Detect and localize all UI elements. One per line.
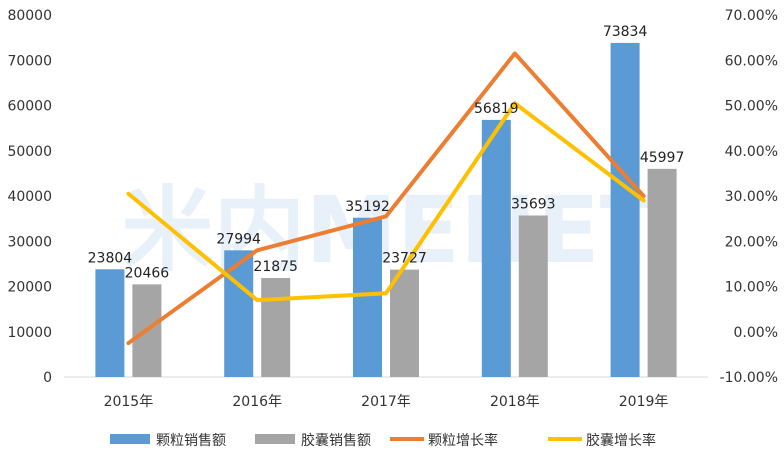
bar (610, 42, 640, 377)
bar-data-label: 23804 (88, 250, 133, 266)
x-tick-label: 2015年 (104, 394, 154, 410)
watermark: 米内MENET (122, 177, 663, 284)
y-right-tick-label: 70.00% (725, 8, 778, 24)
legend-swatch (255, 434, 295, 444)
x-tick-label: 2019年 (619, 394, 669, 410)
bar (481, 119, 511, 377)
watermark-text: 米内MENET (122, 177, 663, 284)
axes: 0 10000 20000 30000 40000 50000 60000 70000 8000… (7, 8, 778, 410)
legend-label: 颗粒增长率 (428, 432, 498, 449)
bar-data-label: 21875 (253, 259, 298, 275)
bar-data-label: 35192 (345, 199, 390, 215)
y-right-tick-label: 0.00% (734, 325, 778, 341)
y-left-tick-label: 80000 (7, 8, 52, 24)
y-right-tick-label: 10.00% (725, 280, 778, 296)
series-line (126, 51, 646, 346)
legend-label: 胶囊增长率 (586, 432, 656, 449)
y-right-tick-label: 50.00% (725, 99, 778, 115)
legend: 颗粒销售额 胶囊销售额 颗粒增长率 胶囊增长率 (110, 432, 656, 449)
x-tick-label: 2018年 (490, 394, 540, 410)
legend-label: 胶囊销售额 (301, 432, 371, 449)
y-right-tick-label: -10.00% (720, 370, 778, 386)
bar (390, 269, 419, 377)
y-left-tick-label: 50000 (7, 144, 52, 160)
bar-data-label: 27994 (216, 231, 261, 247)
x-tick-label: 2017年 (361, 394, 411, 410)
y-left-tick-label: 70000 (7, 53, 52, 69)
bars (95, 42, 677, 377)
bar (261, 278, 291, 377)
bar-data-label: 45997 (640, 150, 685, 166)
legend-label: 颗粒销售额 (156, 433, 226, 449)
lines (126, 51, 646, 346)
y-right-tick-label: 30.00% (725, 189, 778, 205)
y-left-tick-label: 20000 (7, 280, 52, 296)
bar-data-label: 73834 (603, 24, 648, 40)
bar-data-label: 56819 (474, 101, 519, 117)
bar-data-label: 20466 (125, 265, 170, 281)
y-right-tick-label: 20.00% (725, 234, 778, 250)
bar (353, 217, 382, 377)
series-line (126, 101, 646, 303)
y-left-tick-label: 60000 (7, 99, 52, 115)
bar (647, 168, 677, 377)
y-left-tick-label: 40000 (7, 189, 52, 205)
x-tick-label: 2016年 (232, 394, 282, 410)
y-left-tick-label: 30000 (7, 234, 52, 250)
y-left-tick-label: 0 (43, 370, 52, 386)
y-right-tick-label: 60.00% (725, 53, 778, 69)
data-labels: 23804 27994 35192 56819 73834 20466 21875 23727… (88, 24, 685, 281)
y-right-tick-label: 40.00% (725, 144, 778, 160)
bar (518, 215, 548, 377)
bar (95, 269, 125, 377)
bar-data-label: 23727 (382, 251, 427, 267)
legend-swatch (110, 434, 150, 444)
bar-data-label: 35693 (511, 196, 556, 212)
y-left-tick-label: 10000 (7, 325, 52, 341)
